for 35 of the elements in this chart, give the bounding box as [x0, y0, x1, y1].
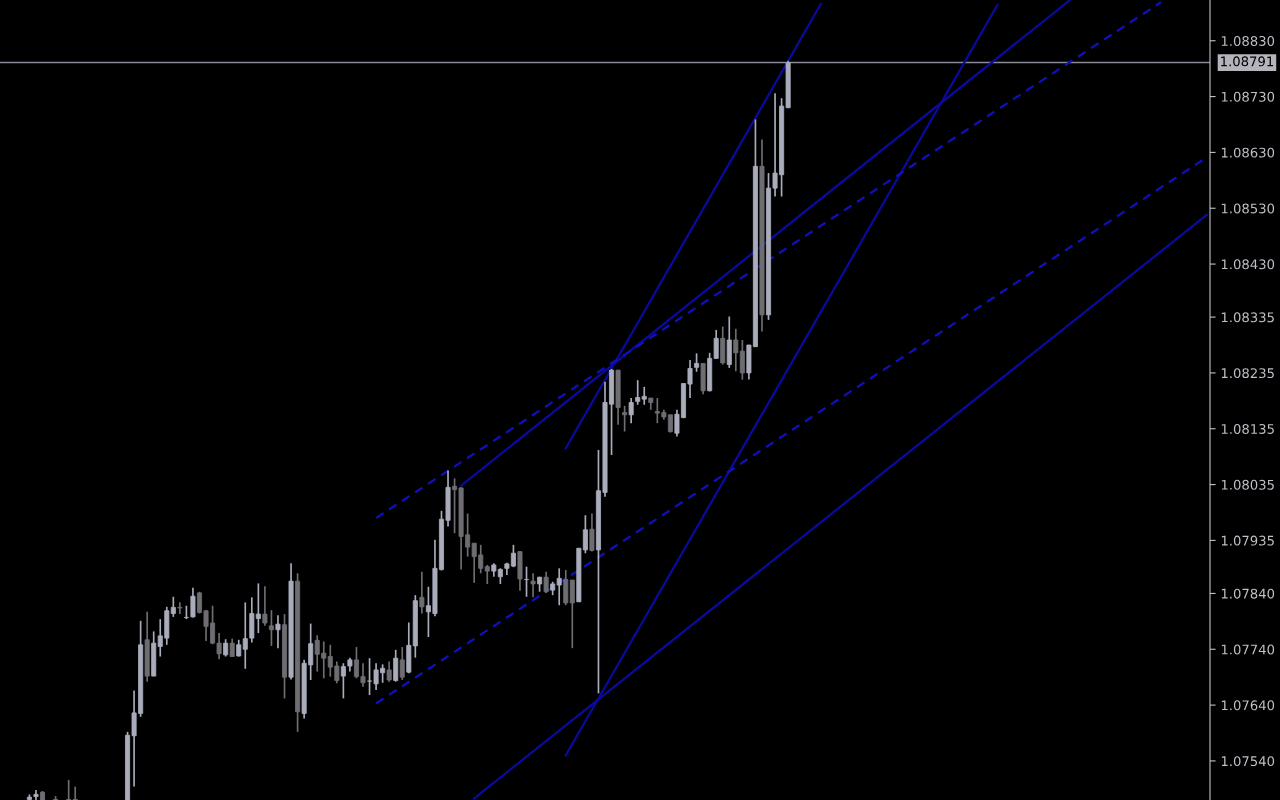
- candlestick: [393, 648, 399, 683]
- candlestick: [268, 609, 274, 647]
- y-tick-label: 1.07935: [1221, 535, 1274, 546]
- y-tick-label: 1.08830: [1221, 35, 1275, 46]
- candlestick: [628, 397, 634, 425]
- y-tick-label: 1.08335: [1221, 312, 1274, 323]
- candlestick: [530, 572, 536, 599]
- candlestick: [177, 601, 183, 615]
- y-tick-label: 1.08235: [1221, 368, 1274, 379]
- candlestick: [262, 585, 268, 627]
- candlestick: [563, 569, 569, 606]
- candlestick: [275, 614, 281, 649]
- y-tick-label: 1.08630: [1221, 147, 1275, 158]
- candlestick: [419, 570, 425, 615]
- candlestick: [635, 379, 641, 406]
- y-tick-label: 1.08530: [1221, 203, 1275, 214]
- candlestick: [190, 587, 196, 619]
- y-tick-label: 1.07740: [1221, 644, 1275, 655]
- y-tick-label: 1.08430: [1221, 259, 1275, 270]
- candlestick: [589, 512, 595, 553]
- ref-line-label: 1.08791: [1221, 56, 1274, 67]
- y-tick-label: 1.08035: [1221, 479, 1274, 490]
- candlestick: [641, 386, 647, 406]
- candlestick: [622, 405, 628, 433]
- y-tick-label: 1.07540: [1221, 756, 1275, 767]
- candlestick: [543, 570, 549, 594]
- candlestick: [569, 579, 575, 649]
- y-tick-label: 1.08730: [1221, 91, 1275, 102]
- y-tick-label: 1.08135: [1221, 423, 1274, 434]
- candlestick: [694, 352, 700, 373]
- y-tick-label: 1.07840: [1221, 588, 1275, 599]
- y-tick-label: 1.07640: [1221, 700, 1275, 711]
- candlestick: [484, 564, 490, 585]
- candlestick: [399, 646, 405, 681]
- candlestick: [386, 660, 392, 683]
